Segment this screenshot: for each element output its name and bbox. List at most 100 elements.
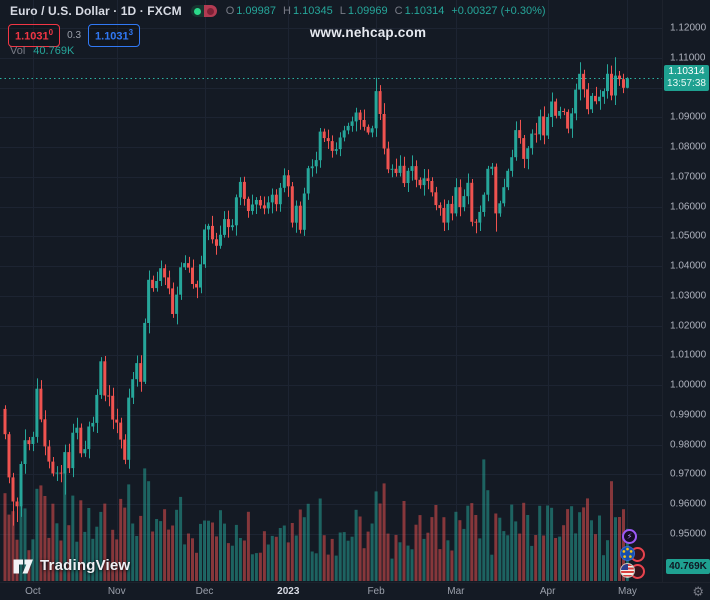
candle-body [326,138,330,142]
volume-bar [470,503,474,581]
volume-bar [278,528,282,581]
open-label: O [225,5,235,17]
candle-body [159,268,163,281]
candle-body [486,168,490,195]
candle-body [298,205,302,230]
candle-body [183,263,187,268]
volume-bar [286,542,290,581]
price-tick-label: 1.06000 [670,201,707,213]
volume-bar [554,538,558,581]
candle-body [27,440,31,445]
candle-body [558,111,562,116]
price-tick-label: 1.11000 [670,52,706,64]
candle-body [35,388,39,437]
volume-bar [115,539,119,581]
candle-body [79,427,83,454]
price-tick-label: 1.04000 [670,260,707,272]
price-axis[interactable]: 1.10314 13:57:38 40.769K 1.12000 1.11000 1… [662,0,710,582]
candle-body [598,96,601,102]
candle-body [250,204,254,211]
volume-bar [59,540,63,581]
volume-bar [346,540,350,581]
change-value: +0.00327 (+0.30%) [451,5,546,17]
tradingview-logo-icon [12,556,34,574]
volume-bar [570,506,574,581]
volume-bar [35,488,39,581]
volume-bar [538,505,542,581]
candle-body [458,187,462,208]
volume-bar [586,498,589,581]
price-tick-label: 1.02000 [670,320,707,332]
candle-body [625,78,629,88]
volume-bar [258,552,262,581]
volume-bar [366,531,370,581]
candle-body [534,133,538,135]
candle-body [71,432,75,469]
candle-body [187,263,190,268]
market-status-toggle[interactable] [190,5,217,17]
candles [3,57,629,526]
symbol-title[interactable]: Euro / U.S. Dollar · 1D · FXCM [10,4,182,18]
candle-body [474,221,478,223]
volume-bar [542,535,546,581]
volume-bar [31,539,35,581]
volume-bar [111,529,115,581]
volume-bar [215,536,218,581]
candle-body [230,225,234,228]
sell-bid-button[interactable]: 1.10310 [8,24,61,47]
volume-bar [179,496,183,581]
volume-bar [502,531,506,581]
time-tick-label: Nov [107,586,126,597]
volume-bar [151,531,155,581]
us-flag-bubble[interactable] [620,563,635,578]
volume-bar [19,497,23,581]
candle-body [482,194,486,212]
gear-icon[interactable]: ⚙ [692,584,704,599]
candle-body [51,461,55,474]
candle-body [386,148,390,170]
candle-body [111,395,115,420]
candle-body [215,239,218,246]
volume-bar [326,554,330,581]
ohlc-values: O 1.09987 H 1.10345 L 1.09969 C 1.10314 … [226,5,546,17]
candle-body [143,322,147,382]
volume-bar [95,526,99,581]
volume-bar [47,537,51,581]
volume-bar [622,509,625,581]
candle-body [266,202,270,209]
last-price-label: 1.10314 13:57:38 [664,65,709,92]
price-tick-label: 0.98000 [670,439,707,451]
flash-event-bubble[interactable]: ⚡ [622,529,637,544]
volume-bar [159,521,163,581]
candle-body [63,452,67,474]
volume-bar [534,535,538,581]
candle-body [358,112,362,120]
volume-bar [454,511,458,581]
tradingview-logo[interactable]: TradingView [12,556,130,574]
candle-body [262,205,266,209]
price-tick-label: 1.12000 [670,22,707,34]
volume-bar [382,483,386,581]
candle-body [434,192,438,206]
price-tick-label: 1.07000 [670,171,707,183]
volume-bar [582,507,586,581]
volume-bars [3,459,629,581]
candle-body [127,397,131,460]
candlestick-chart[interactable] [0,0,662,582]
us-flag-canton [621,564,628,570]
eu-flag-bubble[interactable] [620,546,635,561]
time-axis[interactable]: ⚙ Oct Nov Dec 2023 Feb Mar Apr May [0,582,710,600]
candle-body [394,168,398,173]
candle-body [31,436,35,444]
volume-bar [442,517,446,581]
volume-bar [358,516,362,581]
volume-legend[interactable]: Vol 40.769K [10,45,74,57]
buy-ask-button[interactable]: 1.10313 [88,24,141,47]
volume-bar [3,493,7,581]
candle-body [95,394,99,423]
candle-body [199,264,202,288]
candle-body [135,363,139,380]
candle-body [594,95,597,102]
volume-bar [63,472,67,581]
